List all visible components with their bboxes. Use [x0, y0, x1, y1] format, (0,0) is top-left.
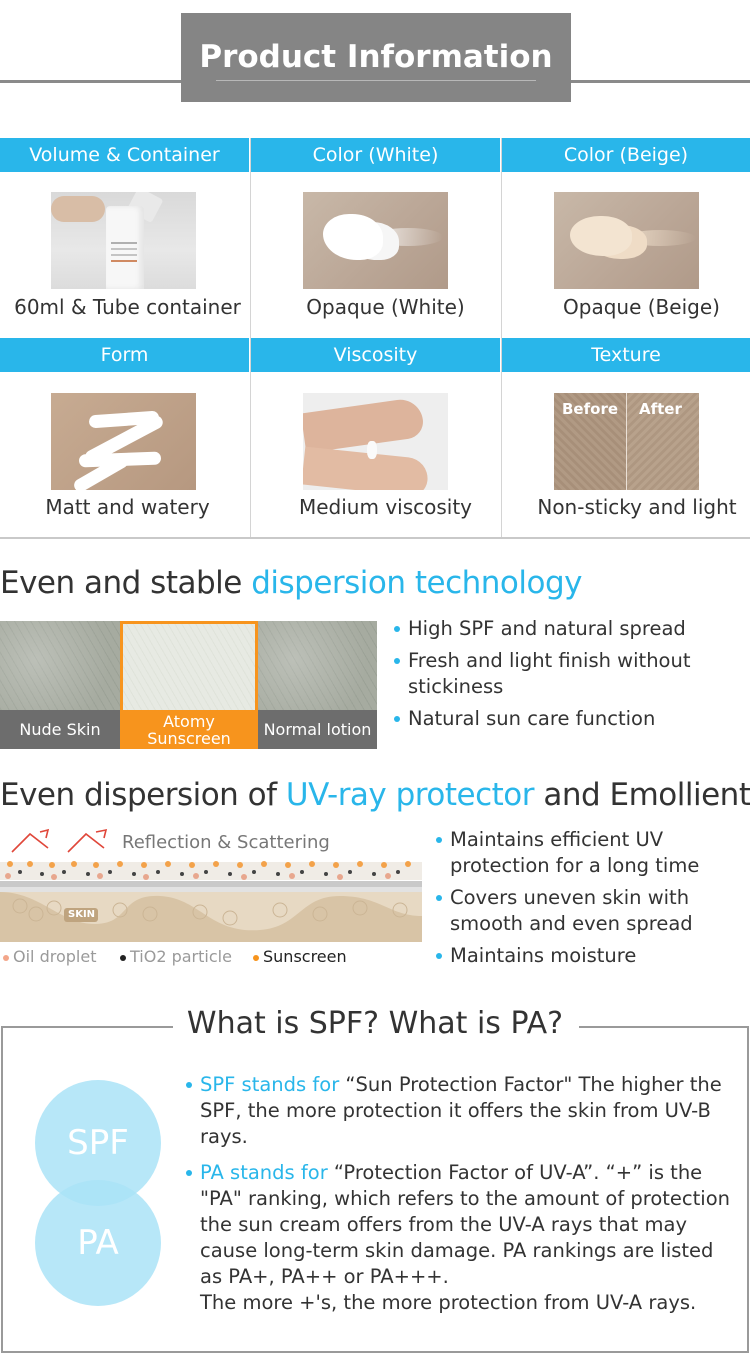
grid-bottom-rule: [0, 537, 750, 539]
uv-title-plain: Even dispersion of: [0, 777, 286, 813]
pa-definition: “Protection Factor of UV-A”. “+” is the …: [200, 1161, 731, 1288]
uv-title: Even dispersion of UV-ray protector and …: [0, 777, 750, 813]
atomy-label-line1: Atomy: [163, 711, 215, 731]
atomy-sunscreen-label: Atomy Sunscreen: [123, 710, 255, 749]
spf-paragraph: SPF stands for “Sun Protection Factor" T…: [186, 1072, 738, 1150]
grid-divider: [501, 138, 502, 538]
uv-bullets: Maintains efficient UV protection for a …: [436, 827, 746, 975]
grid-head-form: Form: [0, 338, 249, 372]
grid-head-viscosity: Viscosity: [251, 338, 500, 372]
arrow-icon: [67, 832, 105, 853]
arrow-icon: [11, 832, 49, 853]
oil-droplet-dot-icon: [3, 954, 9, 961]
after-skin: [627, 393, 699, 490]
bullet-item: Natural sun care function: [394, 706, 734, 732]
legend-label: TiO2 particle: [130, 947, 232, 966]
spf-definition: “Sun Protection Factor" The higher the S…: [200, 1073, 722, 1148]
caption-color-beige: Opaque (Beige): [563, 295, 720, 319]
bullet-item: High SPF and natural spread: [394, 616, 734, 642]
cream-string: [367, 441, 377, 459]
white-cream-blob: [323, 214, 383, 260]
dispersion-bullets: High SPF and natural spread Fresh and li…: [394, 616, 734, 738]
white-cream-smear: [373, 228, 443, 246]
tube-shape: [106, 206, 144, 289]
spf-circle-label: SPF: [67, 1123, 129, 1163]
pa-circle: PA: [35, 1180, 161, 1306]
before-label: Before: [562, 400, 619, 418]
beige-cream-smear: [624, 230, 696, 246]
pa-circle-label: PA: [77, 1223, 119, 1263]
caption-form: Matt and watery: [45, 495, 210, 519]
arrow-icon: [95, 828, 108, 839]
caption-texture: Non-sticky and light: [537, 495, 737, 519]
atomy-label-line2: Sunscreen: [147, 728, 231, 748]
zigzag-cream-photo: [51, 393, 196, 490]
beige-cream-blob: [570, 216, 632, 256]
box-rule-left: [1, 1026, 173, 1028]
skin-label: SKIN: [68, 909, 96, 920]
pa-paragraph: PA stands for “Protection Factor of UV-A…: [186, 1160, 738, 1316]
grid-head-color-white: Color (White): [251, 138, 500, 172]
finger-cream-photo: [303, 393, 448, 490]
beige-swatch-photo: [554, 192, 699, 289]
skin-layer-diagram: SKIN: [0, 824, 422, 942]
dispersion-title-plain: Even and stable: [0, 565, 252, 601]
legend-label: Oil droplet: [13, 947, 97, 966]
pa-definition-last: The more +'s, the more protection from U…: [200, 1291, 697, 1314]
spf-paragraphs: SPF stands for “Sun Protection Factor" T…: [186, 1072, 738, 1322]
grid-divider: [250, 138, 251, 538]
title-underline: [216, 80, 536, 81]
bullet-item: Covers uneven skin with smooth and even …: [436, 885, 746, 937]
tube-label-lines: [111, 242, 137, 244]
caption-volume: 60ml & Tube container: [14, 295, 241, 319]
normal-lotion-panel: Normal lotion: [258, 621, 377, 749]
reflection-scattering-label: Reflection & Scattering: [122, 832, 330, 853]
arrow-icon: [39, 828, 50, 839]
header-banner: Product Information: [181, 13, 571, 102]
bullet-item: Maintains efficient UV protection for a …: [436, 827, 746, 879]
before-skin: [554, 393, 626, 490]
legend-tio2: TiO2 particle: [120, 947, 232, 966]
dispersion-title: Even and stable dispersion technology: [0, 565, 583, 601]
grid-head-volume: Volume & Container: [0, 138, 249, 172]
dispersion-title-accent: dispersion technology: [251, 565, 583, 601]
legend-label: Sunscreen: [263, 947, 347, 966]
tio2-dot-icon: [120, 954, 126, 961]
box-rule-right: [579, 1026, 749, 1028]
spf-pa-title: What is SPF? What is PA?: [186, 1006, 564, 1041]
before-after-photo: Before After: [554, 393, 699, 490]
uv-title-plain-end: and Emollient: [533, 777, 750, 813]
skin-layer-svg: [0, 828, 422, 942]
bullet-item: Fresh and light finish without stickines…: [394, 648, 734, 700]
before-after-divider: [626, 393, 627, 490]
normal-lotion-label: Normal lotion: [258, 710, 377, 749]
spf-pa-box: [1, 1027, 749, 1353]
caption-color-white: Opaque (White): [306, 295, 465, 319]
grid-head-texture: Texture: [502, 338, 750, 372]
nude-skin-label: Nude Skin: [0, 710, 120, 749]
after-label: After: [639, 400, 682, 418]
page-title: Product Information: [199, 39, 553, 75]
finger-top-shape: [303, 396, 426, 454]
grid-head-color-beige: Color (Beige): [502, 138, 750, 172]
white-swatch-photo: [303, 192, 448, 289]
atomy-sunscreen-panel: Atomy Sunscreen: [120, 621, 258, 749]
tube-photo: [51, 192, 196, 289]
bullet-item: Maintains moisture: [436, 943, 746, 969]
product-info-grid: Volume & Container Color (White) Color (…: [0, 138, 750, 538]
pa-term: PA stands for: [200, 1161, 328, 1184]
hand-shape: [51, 196, 105, 222]
caption-viscosity: Medium viscosity: [298, 495, 473, 519]
legend-sunscreen: Sunscreen: [253, 947, 347, 966]
spf-term: SPF stands for: [200, 1073, 340, 1096]
sunscreen-dot-icon: [253, 954, 259, 961]
nude-skin-panel: Nude Skin: [0, 621, 120, 749]
uv-title-accent: UV-ray protector: [285, 777, 535, 813]
legend-oil-droplet: Oil droplet: [3, 947, 96, 966]
